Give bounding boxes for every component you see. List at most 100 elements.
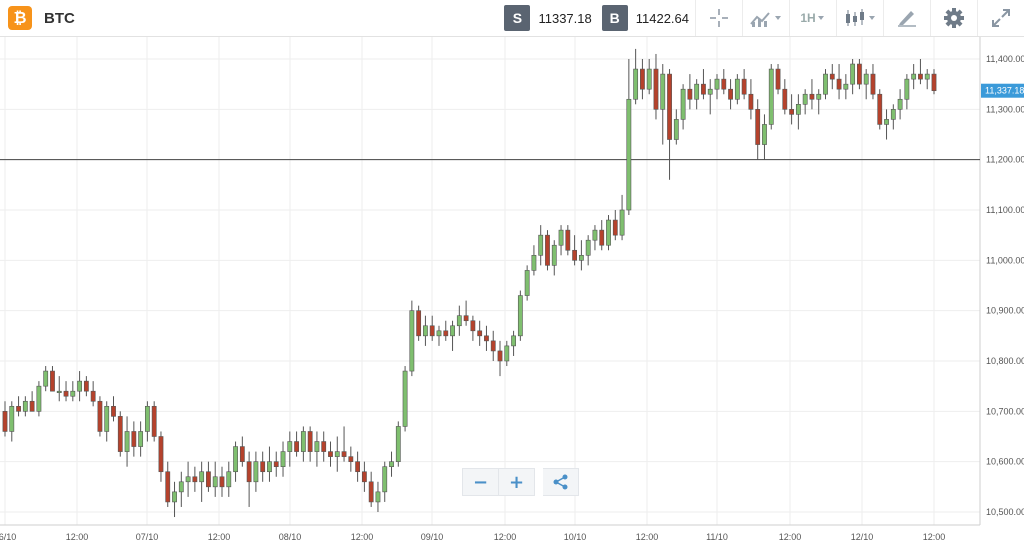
candle-body bbox=[640, 68, 645, 90]
candle-body bbox=[809, 93, 815, 100]
x-tick-label: 12:00 bbox=[494, 532, 517, 542]
candle-body bbox=[212, 476, 218, 488]
candle-body bbox=[328, 451, 333, 457]
share-icon bbox=[553, 474, 567, 490]
candle-body bbox=[673, 119, 679, 140]
candle-body bbox=[131, 431, 137, 447]
chart-type-button[interactable] bbox=[742, 0, 789, 36]
buy-badge: B bbox=[601, 5, 628, 31]
candle-body bbox=[626, 98, 632, 211]
chevron-down-icon bbox=[817, 16, 824, 20]
candle-body bbox=[348, 456, 354, 462]
candle-body bbox=[355, 461, 361, 473]
candle-body bbox=[246, 461, 252, 483]
candle-body bbox=[50, 370, 55, 392]
candle-body bbox=[741, 78, 747, 95]
candle-body bbox=[714, 78, 720, 90]
fullscreen-button[interactable] bbox=[977, 0, 1024, 36]
candlestick-button[interactable] bbox=[836, 0, 883, 36]
candle-body bbox=[619, 209, 625, 236]
asset-header: ₿ BTC bbox=[8, 6, 75, 30]
candle-body bbox=[870, 73, 876, 95]
timeframe-button[interactable]: 1H bbox=[789, 0, 836, 36]
candle-body bbox=[389, 461, 394, 467]
candle-body bbox=[206, 471, 211, 488]
x-tick-label: 12:00 bbox=[923, 532, 946, 542]
candle-body bbox=[924, 73, 930, 80]
crosshair-button[interactable] bbox=[695, 0, 742, 36]
candle-body bbox=[843, 83, 849, 90]
candle-body bbox=[436, 330, 442, 337]
candle-body bbox=[429, 325, 435, 337]
sell-price-box[interactable]: S 11337.18 bbox=[500, 0, 597, 36]
candle-body bbox=[612, 219, 618, 236]
candle-body bbox=[423, 325, 428, 337]
candle-body bbox=[151, 405, 157, 437]
candle-body bbox=[606, 219, 611, 246]
candle-body bbox=[97, 400, 103, 432]
buy-price: 11422.64 bbox=[635, 10, 689, 26]
candle-body bbox=[307, 431, 313, 452]
candle-body bbox=[219, 476, 225, 488]
zoom-in-button[interactable]: + bbox=[499, 468, 535, 496]
candle-body bbox=[904, 78, 910, 100]
candle-body bbox=[701, 83, 706, 95]
candle-body bbox=[931, 73, 937, 92]
y-tick-label: 11,400.00 bbox=[986, 54, 1024, 64]
candle-body bbox=[497, 350, 503, 362]
price-chart[interactable]: 11,400.00 11,300.00 11,200.00 11,100.00 11,0… bbox=[0, 37, 1024, 549]
candle-body bbox=[734, 78, 740, 100]
candle-body bbox=[687, 88, 693, 100]
candle-body bbox=[165, 471, 171, 503]
candle-body bbox=[504, 345, 510, 362]
candle-body bbox=[660, 73, 666, 110]
chart-toolbar: S 11337.18 B 11422.64 1H bbox=[500, 0, 1024, 36]
candle-body bbox=[314, 441, 320, 452]
candle-body bbox=[443, 330, 449, 337]
zoom-out-button[interactable]: − bbox=[462, 468, 499, 496]
candle-body bbox=[233, 446, 238, 473]
candle-body bbox=[450, 325, 455, 337]
candle-body bbox=[90, 390, 96, 402]
candle-body bbox=[375, 491, 381, 503]
candle-body bbox=[789, 109, 795, 115]
candle-body bbox=[477, 330, 483, 337]
candle-body bbox=[463, 315, 469, 322]
candle-body bbox=[456, 315, 462, 327]
draw-tool-icon bbox=[898, 11, 916, 27]
candle-body bbox=[850, 63, 856, 85]
candle-body bbox=[226, 471, 232, 488]
x-tick-label: 12:00 bbox=[208, 532, 231, 542]
buy-price-box[interactable]: B 11422.64 bbox=[598, 0, 695, 36]
gear-icon bbox=[944, 8, 964, 28]
sell-badge: S bbox=[504, 5, 531, 31]
candle-body bbox=[762, 124, 767, 145]
candle-body bbox=[490, 340, 496, 352]
x-tick-label: 11/10 bbox=[706, 532, 728, 542]
y-tick-label: 11,000.00 bbox=[986, 255, 1024, 265]
candle-body bbox=[2, 411, 8, 432]
y-tick-label: 10,500.00 bbox=[986, 507, 1024, 517]
chart-type-icon bbox=[750, 12, 781, 27]
candle-body bbox=[368, 481, 374, 503]
settings-button[interactable] bbox=[930, 0, 977, 36]
candle-body bbox=[728, 88, 733, 100]
candlestick-icon bbox=[846, 9, 875, 26]
x-tick-label: 06/10 bbox=[0, 532, 16, 542]
candle-body bbox=[680, 88, 686, 120]
candle-body bbox=[334, 451, 340, 457]
candle-body bbox=[524, 270, 530, 296]
share-button[interactable] bbox=[543, 468, 579, 496]
candle-body bbox=[300, 431, 306, 452]
x-tick-label: 12/10 bbox=[851, 532, 874, 542]
candle-body bbox=[287, 441, 293, 452]
candle-body bbox=[239, 446, 245, 462]
candle-body bbox=[897, 98, 903, 110]
candle-body bbox=[721, 78, 727, 90]
candle-body bbox=[667, 73, 672, 140]
candle-body bbox=[185, 476, 191, 483]
candle-body bbox=[633, 68, 639, 100]
candle-body bbox=[16, 405, 21, 412]
candle-body bbox=[816, 93, 822, 100]
draw-tool-button[interactable] bbox=[883, 0, 930, 36]
